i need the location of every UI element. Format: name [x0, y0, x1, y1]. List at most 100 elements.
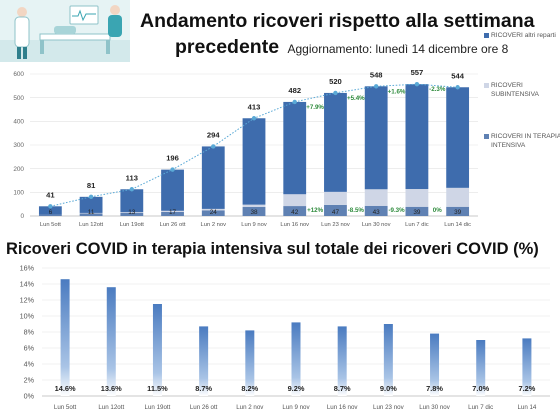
total-trend-point — [414, 81, 420, 87]
bar-segment-ordinary — [38, 206, 62, 215]
x-tick-label: Lun 7 dic — [468, 404, 493, 411]
total-trend-point — [373, 84, 379, 89]
weekly-growth-total-label: -2.3% — [429, 86, 446, 93]
y-tick-label: 2% — [24, 376, 35, 385]
weekly-growth-intensive-label: 0% — [433, 207, 442, 214]
icu-share-value-label: 8.2% — [241, 384, 258, 393]
bar-segment-intensive — [120, 212, 144, 216]
icu-share-bar — [199, 326, 209, 396]
icu-share-value-label: 9.0% — [380, 384, 397, 393]
icu-share-bar-chart: 0% 2% 4% 6% 8% 10% 12% 14% 16% 14.6% Lun 5ott 13.6%… — [20, 264, 550, 411]
bar-segment-ordinary — [201, 146, 225, 209]
x-tick-label: Lun 23 nov — [321, 222, 350, 228]
intensive-value-label: 6 — [49, 209, 53, 216]
chart-title-line2: precedente — [175, 36, 280, 58]
icu-share-bar — [245, 330, 255, 396]
icu-share-value-label: 7.2% — [518, 384, 535, 393]
total-value-label: 41 — [46, 190, 55, 199]
intensive-value-label: 43 — [373, 209, 381, 216]
icu-share-value-label: 7.0% — [472, 384, 489, 393]
y-tick-label: 500 — [13, 95, 24, 102]
x-tick-label: Lun 19ott — [120, 222, 145, 228]
legend-intensive: RICOVERI IN TERAPIA INTENSIVA — [484, 133, 560, 153]
legend-swatch-ordinary — [484, 33, 489, 38]
total-value-label: 196 — [166, 154, 179, 163]
x-tick-label: Lun 14 — [517, 404, 536, 411]
legend-swatch-subintensive — [484, 83, 489, 88]
total-trend-point — [333, 90, 338, 96]
legend-label-ordinary: RICOVERI altri reparti — [491, 32, 556, 39]
icu-share-value-label: 8.7% — [334, 384, 351, 393]
icu-share-value-label: 11.5% — [147, 384, 168, 393]
total-value-label: 113 — [126, 173, 138, 182]
intensive-value-label: 38 — [250, 209, 258, 216]
bar-segment-intensive — [38, 214, 62, 216]
total-trend-point — [211, 144, 216, 149]
x-tick-label: Lun 30 nov — [362, 222, 391, 228]
total-value-label: 81 — [87, 181, 96, 190]
total-value-label: 413 — [248, 102, 261, 111]
icu-share-bar — [337, 326, 347, 396]
y-tick-label: 14% — [20, 280, 35, 289]
weekly-growth-intensive-label: -9.3% — [388, 207, 405, 214]
weekly-growth-total-label: +5.4% — [347, 95, 365, 102]
bar-segment-subintensive — [242, 204, 266, 208]
weekly-growth-intensive-label: +12% — [307, 207, 323, 214]
y-tick-label: 16% — [20, 264, 35, 273]
total-trend-point — [455, 85, 460, 90]
y-tick-label: 200 — [13, 166, 24, 173]
y-tick-label: 8% — [24, 328, 35, 337]
bar-segment-ordinary — [283, 101, 307, 195]
bar-segment-subintensive — [364, 189, 388, 206]
bar-segment-intensive — [283, 206, 307, 216]
bar-segment-intensive — [364, 205, 388, 216]
icu-share-bar — [383, 324, 393, 396]
bar-segment-intensive — [405, 206, 429, 216]
intensive-value-label: 47 — [332, 209, 340, 216]
bar-segment-ordinary — [364, 86, 388, 190]
bar-segment-intensive — [79, 213, 103, 216]
bar-segment-intensive — [324, 204, 347, 216]
icu-share-value-label: 8.7% — [195, 384, 212, 393]
y-tick-label: 12% — [20, 296, 35, 305]
bar-segment-ordinary — [120, 189, 144, 213]
y-tick-label: 10% — [20, 312, 35, 321]
chart-title-line1: Andamento ricoveri rispetto alla settima… — [140, 10, 535, 32]
total-value-label: 544 — [451, 71, 464, 80]
y-tick-label: 4% — [24, 360, 35, 369]
x-tick-label: Lun 19ott — [145, 404, 171, 411]
x-tick-label: Lun 14 dic — [444, 222, 471, 228]
intensive-value-label: 24 — [210, 209, 218, 216]
bar-segment-subintensive — [120, 212, 144, 213]
icu-share-bar — [106, 287, 116, 396]
bar-segment-intensive — [201, 210, 225, 216]
x-tick-label: Lun 16 nov — [280, 222, 309, 228]
bar-segment-ordinary — [405, 84, 429, 190]
bar-segment-ordinary — [242, 118, 266, 205]
y-tick-label: 0 — [20, 213, 24, 220]
bar-segment-subintensive — [446, 187, 470, 207]
bar-segment-subintensive — [324, 191, 347, 205]
x-tick-label: Lun 2 nov — [236, 404, 264, 411]
total-value-label: 548 — [370, 70, 383, 79]
total-trend-point — [292, 99, 297, 105]
intensive-value-label: 39 — [454, 209, 462, 216]
bar-segment-ordinary — [446, 87, 470, 188]
intensive-value-label: 42 — [291, 209, 299, 216]
icu-share-value-label: 9.2% — [288, 384, 305, 393]
bar-segment-subintensive — [161, 210, 184, 212]
icu-share-bar — [60, 279, 70, 396]
icu-share-bar — [476, 340, 486, 396]
total-value-label: 482 — [288, 86, 301, 95]
x-tick-label: Lun 12ott — [98, 404, 124, 411]
intensive-value-label: 13 — [128, 209, 136, 216]
icu-share-bar — [522, 338, 532, 396]
bar-segment-intensive — [446, 206, 470, 216]
icu-share-bar — [152, 304, 162, 396]
chart-title-line2-row: precedente Aggiornamento: lunedì 14 dice… — [175, 36, 555, 59]
weekly-growth-total-label: +1.6% — [388, 88, 406, 95]
bar-segment-ordinary — [161, 169, 184, 211]
bar-segment-subintensive — [405, 189, 429, 207]
y-tick-label: 300 — [13, 142, 24, 149]
legend-label-subintensive: RICOVERI SUBINTENSIVA — [491, 82, 539, 98]
